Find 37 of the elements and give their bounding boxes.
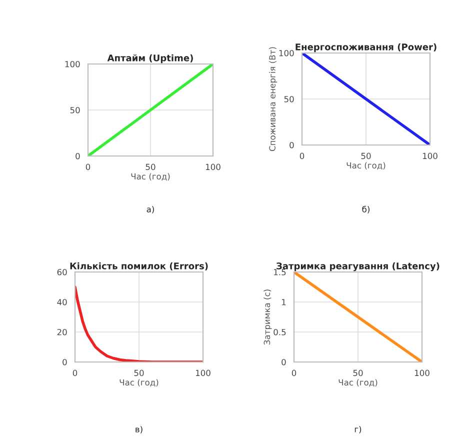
y-tick-label: 1 bbox=[282, 299, 286, 306]
x-tick-label: 100 bbox=[196, 370, 210, 376]
x-tick-label: 50 bbox=[134, 370, 144, 376]
x-tick-label: 100 bbox=[422, 152, 438, 160]
y-tick-label: 20 bbox=[57, 328, 67, 336]
y-tick-label: 50 bbox=[70, 106, 80, 114]
text: б) bbox=[362, 206, 370, 214]
chart-title: Затримка реагування (Latency) bbox=[276, 262, 440, 272]
chart-title: Аптайм (Uptime) bbox=[107, 54, 193, 64]
x-tick-label: 0 bbox=[300, 152, 304, 160]
x-tick-label: 50 bbox=[146, 164, 156, 170]
y-tick-label: 0 bbox=[290, 142, 294, 148]
y-tick-label: 1.5 bbox=[274, 269, 286, 276]
y-tick-label: 100 bbox=[279, 50, 294, 56]
y-axis-title: Споживана енергія (Вт) bbox=[269, 47, 278, 151]
x-tick-label: 100 bbox=[414, 370, 430, 376]
x-axis-title: Час (год) bbox=[346, 162, 386, 170]
x-axis-title: Час (год) bbox=[120, 379, 158, 387]
y-tick-label: 0 bbox=[282, 358, 286, 366]
y-tick-label: 50 bbox=[284, 96, 294, 102]
x-tick-label: 50 bbox=[353, 370, 363, 376]
y-tick-label: 0.5 bbox=[274, 328, 286, 336]
text: г) bbox=[354, 426, 362, 434]
chart-title: Енергоспоживання (Power) bbox=[296, 43, 436, 52]
y-axis-title: Затримка (с) bbox=[264, 290, 272, 345]
y-tick-label: 60 bbox=[57, 268, 67, 276]
x-axis-title: Час (год) bbox=[338, 379, 378, 387]
x-axis-title: Час (год) bbox=[131, 173, 170, 181]
y-tick-label: 40 bbox=[57, 298, 67, 306]
y-tick-label: 100 bbox=[65, 60, 80, 68]
x-tick-label: 100 bbox=[206, 164, 220, 170]
text: в) bbox=[136, 426, 142, 434]
text: а) bbox=[146, 206, 154, 214]
x-tick-label: 0 bbox=[86, 164, 90, 170]
chart-title: Кількість помилок (Errors) bbox=[70, 262, 208, 270]
y-tick-label: 0 bbox=[62, 358, 67, 366]
x-tick-label: 50 bbox=[361, 152, 371, 160]
